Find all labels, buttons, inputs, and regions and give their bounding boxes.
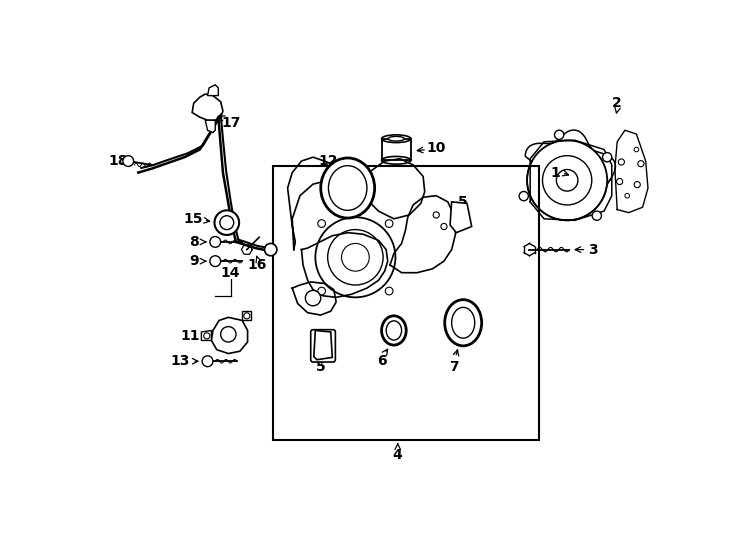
- Circle shape: [220, 215, 233, 230]
- Circle shape: [318, 287, 325, 295]
- Text: 8: 8: [189, 235, 199, 249]
- Ellipse shape: [445, 300, 482, 346]
- Text: 14: 14: [221, 266, 241, 280]
- Text: 17: 17: [221, 116, 240, 130]
- Text: 15: 15: [184, 212, 203, 226]
- Circle shape: [519, 192, 528, 201]
- Circle shape: [618, 159, 625, 165]
- Circle shape: [433, 212, 440, 218]
- Bar: [273, 166, 539, 440]
- Text: 1: 1: [550, 166, 561, 180]
- Text: 12: 12: [319, 154, 338, 168]
- Circle shape: [214, 211, 239, 235]
- Circle shape: [305, 291, 321, 306]
- Circle shape: [385, 220, 393, 227]
- Text: 2: 2: [612, 96, 622, 110]
- Circle shape: [554, 130, 564, 139]
- Circle shape: [204, 333, 210, 339]
- Text: 4: 4: [393, 448, 403, 462]
- Ellipse shape: [328, 166, 367, 210]
- Circle shape: [634, 181, 640, 188]
- Text: 11: 11: [180, 329, 200, 343]
- Ellipse shape: [388, 137, 404, 141]
- Text: 3: 3: [588, 242, 597, 256]
- Polygon shape: [192, 94, 223, 120]
- Ellipse shape: [386, 321, 401, 340]
- Polygon shape: [201, 330, 211, 340]
- Polygon shape: [211, 318, 247, 354]
- Text: 5: 5: [458, 195, 468, 209]
- Circle shape: [210, 237, 221, 247]
- Polygon shape: [208, 85, 218, 96]
- Circle shape: [264, 244, 277, 256]
- Circle shape: [202, 356, 213, 367]
- Polygon shape: [314, 330, 333, 360]
- Text: 10: 10: [426, 141, 446, 155]
- Text: 18: 18: [109, 154, 128, 168]
- Ellipse shape: [451, 307, 475, 338]
- Circle shape: [123, 156, 134, 166]
- Text: 6: 6: [377, 354, 387, 368]
- Ellipse shape: [321, 158, 374, 218]
- Text: 7: 7: [449, 360, 459, 374]
- Circle shape: [244, 313, 250, 319]
- Circle shape: [318, 220, 325, 227]
- Ellipse shape: [382, 316, 406, 345]
- Polygon shape: [242, 311, 252, 320]
- Circle shape: [210, 256, 221, 267]
- Polygon shape: [206, 120, 215, 132]
- Circle shape: [638, 160, 644, 167]
- Circle shape: [385, 287, 393, 295]
- FancyBboxPatch shape: [310, 330, 335, 362]
- Circle shape: [221, 327, 236, 342]
- Polygon shape: [450, 202, 472, 233]
- Text: 16: 16: [248, 258, 267, 272]
- Text: 9: 9: [189, 254, 198, 268]
- Text: 13: 13: [170, 354, 189, 368]
- Circle shape: [603, 153, 611, 162]
- Circle shape: [592, 211, 601, 220]
- Circle shape: [441, 224, 447, 230]
- Bar: [382, 139, 411, 160]
- Circle shape: [617, 178, 622, 185]
- Text: 5: 5: [316, 360, 326, 374]
